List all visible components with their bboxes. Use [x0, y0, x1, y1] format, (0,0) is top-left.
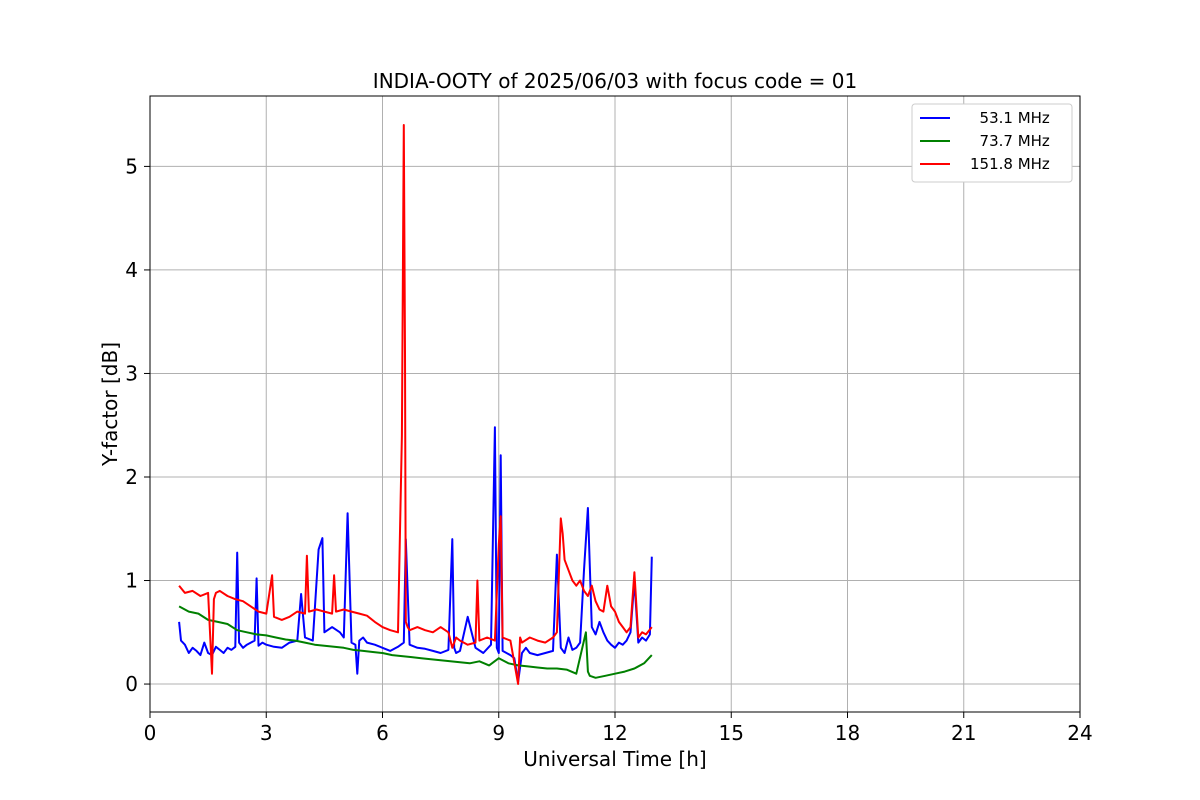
y-tick-label: 1 [125, 569, 138, 593]
x-axis-label: Universal Time [h] [523, 747, 706, 771]
series-layer [178, 124, 653, 685]
x-tick-label: 0 [144, 721, 157, 745]
x-tick-label: 3 [260, 721, 273, 745]
x-tick-label: 21 [951, 721, 976, 745]
legend-box [911, 103, 1073, 183]
series-line-1 [178, 605, 653, 679]
y-tick-label: 0 [125, 672, 138, 696]
x-tick-label: 6 [376, 721, 389, 745]
y-tick-label: 4 [125, 258, 138, 282]
y-tick-label: 3 [125, 361, 138, 385]
y-tick-label: 2 [125, 465, 138, 489]
legend-label: 53.1 MHz [970, 109, 1050, 127]
legend-label: 151.8 MHz [970, 155, 1050, 173]
y-tick-label: 5 [125, 154, 138, 178]
series-line-0 [178, 426, 653, 683]
x-tick-label: 15 [719, 721, 744, 745]
y-axis-label: Y-factor [dB] [98, 342, 122, 467]
legend: 53.1 MHz 73.7 MHz 151.8 MHz [911, 103, 1073, 183]
x-tick-label: 12 [602, 721, 627, 745]
x-tick-label: 18 [835, 721, 860, 745]
series-line-2 [178, 124, 653, 685]
chart-title: INDIA-OOTY of 2025/06/03 with focus code… [373, 69, 857, 93]
legend-label: 73.7 MHz [970, 132, 1050, 150]
grid [149, 96, 1081, 712]
x-tick-label: 24 [1067, 721, 1092, 745]
x-tick-label: 9 [492, 721, 505, 745]
